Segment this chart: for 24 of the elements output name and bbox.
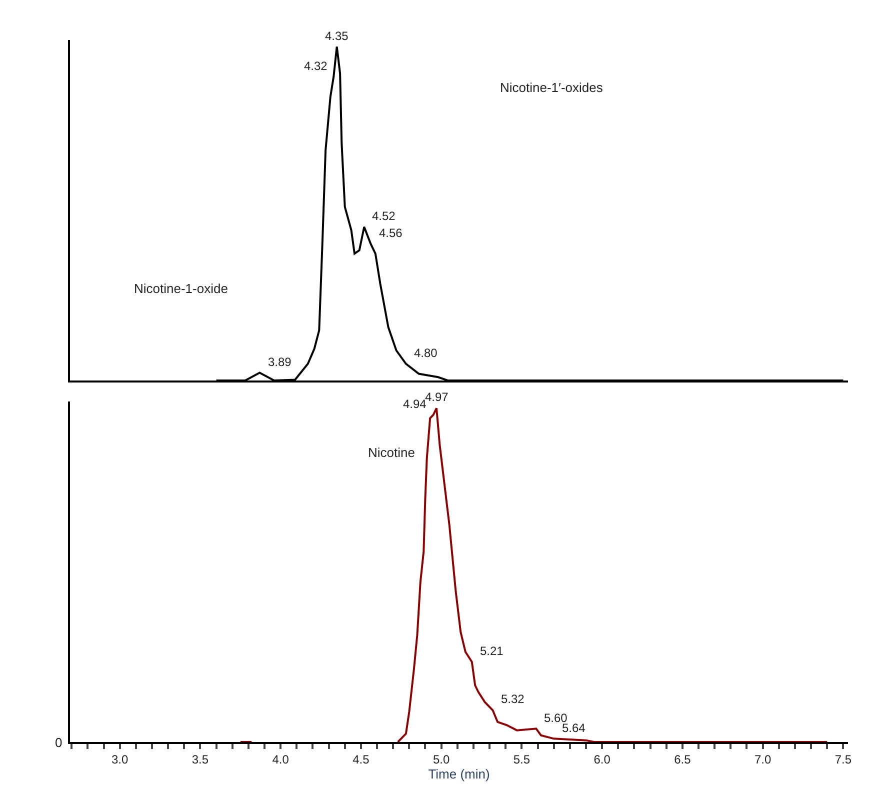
annotation: 4.56 xyxy=(379,226,403,240)
annotation: 4.32 xyxy=(304,59,328,73)
x-tick-label: 3.5 xyxy=(192,752,209,766)
x-tick-label: 4.5 xyxy=(352,752,370,766)
x-tick-label: 5.5 xyxy=(513,752,530,766)
annotation: Nicotine-1-oxide xyxy=(134,281,228,296)
annotation: 4.35 xyxy=(325,29,349,43)
x-tick-label: 7.0 xyxy=(754,752,772,766)
annotation: Nicotine-1′-oxides xyxy=(500,80,604,95)
annotation: 4.80 xyxy=(414,346,438,360)
annotation: 5.21 xyxy=(480,644,504,658)
annotation: 4.97 xyxy=(425,390,449,404)
annotation: 4.52 xyxy=(372,209,396,223)
annotation: 5.32 xyxy=(501,692,525,706)
annotation: 3.89 xyxy=(268,355,292,369)
x-tick-label: 6.5 xyxy=(674,752,692,766)
x-axis-title: Time (min) xyxy=(428,766,490,782)
text: 0 xyxy=(55,735,62,750)
x-tick-label: 7.5 xyxy=(834,752,852,766)
x-tick-label: 6.0 xyxy=(594,752,611,766)
x-tick-label: 3.0 xyxy=(111,752,128,766)
annotation: Nicotine xyxy=(368,445,415,460)
x-tick-label: 5.0 xyxy=(432,752,450,766)
x-tick-label: 4.0 xyxy=(272,752,290,766)
